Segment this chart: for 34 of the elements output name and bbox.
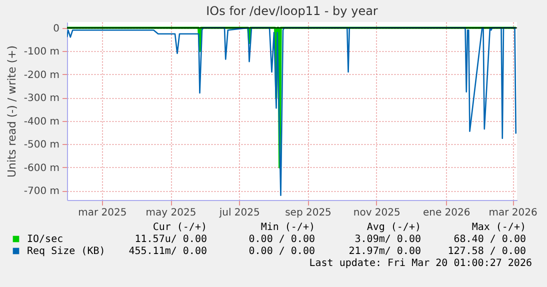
legend-label: IO/sec: [27, 234, 64, 245]
y-tick-label: -100 m: [24, 46, 60, 58]
line-series: [67, 27, 517, 196]
legend-label: Req Size (KB): [27, 246, 106, 257]
x-tick-label: nov 2025: [353, 208, 400, 218]
text: 127.58 / 0.00: [448, 246, 526, 257]
text: 21.97m/ 0.00: [348, 246, 421, 257]
text: Min (-/+): [260, 222, 315, 233]
text: Max (-/+): [472, 222, 526, 233]
y-tick-label: 0: [53, 23, 60, 34]
text: 0.00 / 0.00: [248, 234, 315, 245]
x-tick-label: jul 2025: [218, 208, 260, 218]
x-tick-label: ene 2026: [422, 208, 470, 218]
line-series: [67, 26, 517, 169]
y-tick-label: -500 m: [24, 140, 60, 151]
text: 455.11m/ 0.00: [128, 246, 207, 257]
x-tick-label: mar 2026: [488, 208, 538, 218]
y-tick-label: -300 m: [24, 93, 60, 104]
text: 68.40 / 0.00: [454, 234, 526, 245]
y-tick-label: -400 m: [24, 116, 60, 128]
x-tick-label: mar 2025: [78, 208, 127, 218]
text: Avg (-/+): [366, 222, 421, 233]
text: 3.09m/ 0.00: [354, 234, 421, 245]
y-tick-label: -600 m: [24, 162, 60, 174]
text: Cur (-/+): [152, 222, 207, 233]
y-tick-label: -700 m: [24, 186, 60, 198]
text: 0.00 / 0.00: [248, 246, 315, 257]
y-tick-label: -200 m: [24, 70, 60, 81]
x-tick-label: sep 2025: [285, 208, 332, 218]
text: 11.57u/ 0.00: [134, 234, 207, 245]
y-axis-title: Units read (-) / write (+): [6, 45, 18, 178]
text: Last update: Fri Mar 20 01:00:27 2026: [309, 258, 532, 269]
x-tick-label: may 2025: [146, 208, 196, 218]
chart-title: IOs for /dev/loop11 - by year: [206, 4, 378, 18]
